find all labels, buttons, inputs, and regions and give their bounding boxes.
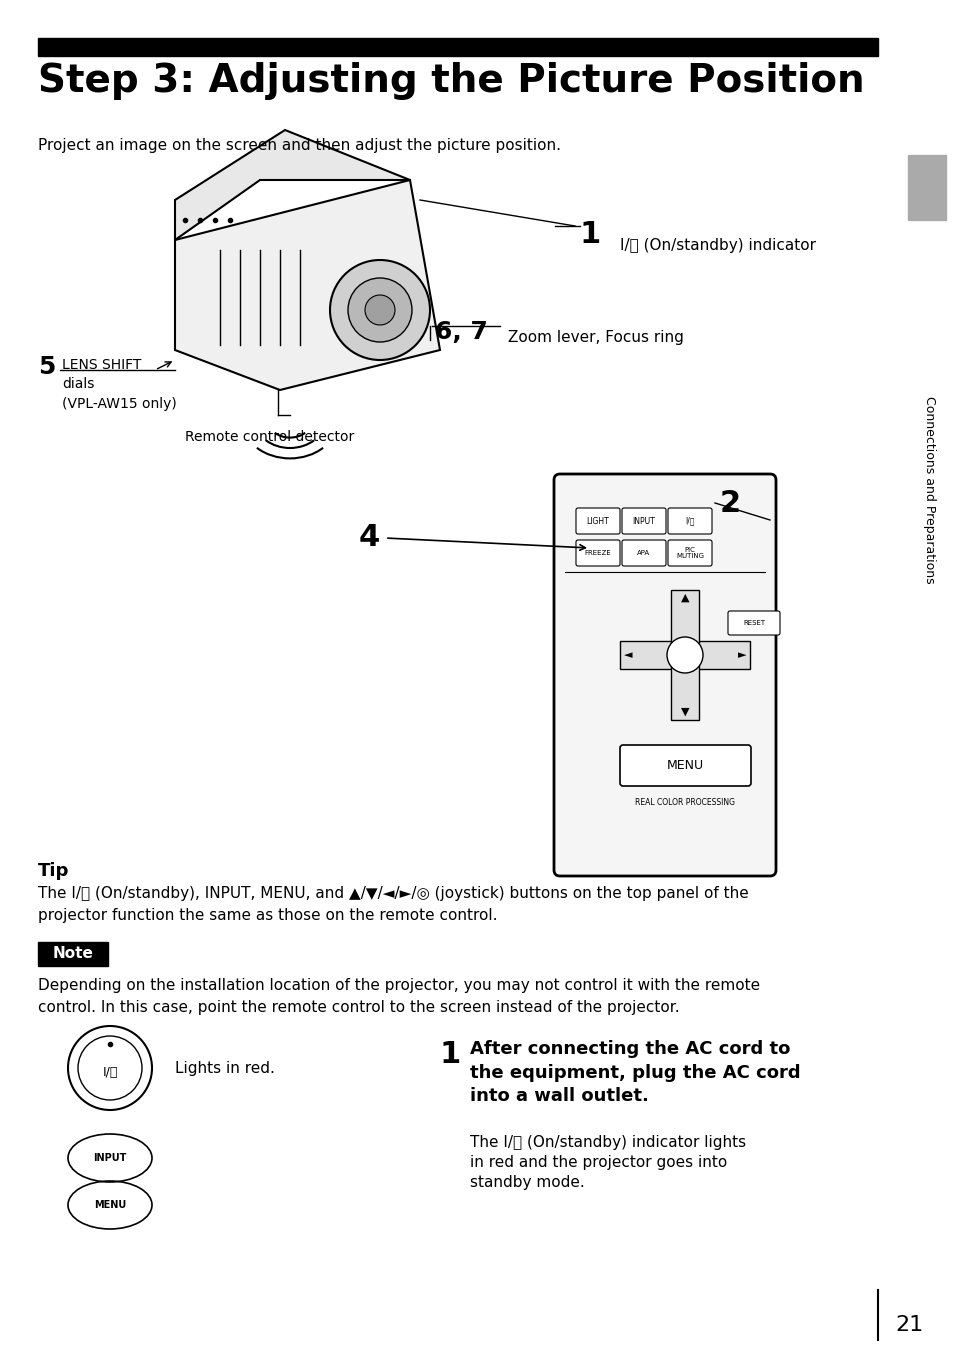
Bar (670, 589, 699, 721)
Circle shape (365, 295, 395, 324)
Circle shape (330, 260, 430, 360)
Text: The I/⏻ (On/standby), INPUT, MENU, and ▲/▼/◄/►/◎ (joystick) buttons on the top p: The I/⏻ (On/standby), INPUT, MENU, and ▲… (38, 886, 748, 900)
Text: Remote control detector: Remote control detector (185, 430, 354, 443)
Text: After connecting the AC cord to
the equipment, plug the AC cord
into a wall outl: After connecting the AC cord to the equi… (470, 1040, 800, 1105)
Text: Tip: Tip (38, 863, 70, 880)
Text: REAL COLOR PROCESSING: REAL COLOR PROCESSING (635, 798, 734, 807)
Text: Note: Note (52, 946, 93, 961)
FancyBboxPatch shape (576, 508, 619, 534)
Text: Depending on the installation location of the projector, you may not control it : Depending on the installation location o… (38, 977, 760, 992)
Text: Zoom lever, Focus ring: Zoom lever, Focus ring (507, 330, 683, 345)
Text: PIC
MUTING: PIC MUTING (676, 548, 703, 558)
FancyBboxPatch shape (621, 539, 665, 566)
Text: 1: 1 (579, 220, 600, 249)
Circle shape (666, 637, 702, 673)
Text: Project an image on the screen and then adjust the picture position.: Project an image on the screen and then … (38, 138, 560, 153)
Bar (907, 155, 945, 220)
FancyBboxPatch shape (576, 539, 619, 566)
Text: LIGHT: LIGHT (586, 516, 609, 526)
Bar (619, 641, 749, 669)
Text: projector function the same as those on the remote control.: projector function the same as those on … (38, 909, 497, 923)
Polygon shape (174, 130, 410, 241)
Text: I/⏻: I/⏻ (102, 1065, 117, 1079)
Text: FREEZE: FREEZE (584, 550, 611, 556)
Text: 2: 2 (720, 488, 740, 518)
Text: 4: 4 (358, 523, 379, 553)
Text: ▼: ▼ (680, 707, 688, 717)
FancyBboxPatch shape (667, 539, 711, 566)
Text: The I/⏻ (On/standby) indicator lights
in red and the projector goes into
standby: The I/⏻ (On/standby) indicator lights in… (470, 1134, 745, 1190)
Text: ►: ► (737, 650, 745, 660)
Text: ◄: ◄ (623, 650, 632, 660)
Text: ▲: ▲ (680, 594, 688, 603)
Text: Connections and Preparations: Connections and Preparations (923, 396, 936, 584)
Text: 1: 1 (439, 1040, 460, 1069)
Bar (38, 942, 108, 965)
Text: MENU: MENU (666, 758, 703, 772)
Text: I/⏻: I/⏻ (684, 516, 694, 526)
FancyBboxPatch shape (621, 508, 665, 534)
Polygon shape (174, 180, 439, 389)
Text: LENS SHIFT
dials
(VPL-AW15 only): LENS SHIFT dials (VPL-AW15 only) (62, 358, 176, 411)
Text: APA: APA (637, 550, 650, 556)
Text: 5: 5 (38, 356, 55, 379)
Text: I/⏻ (On/standby) indicator: I/⏻ (On/standby) indicator (619, 238, 815, 253)
Text: INPUT: INPUT (93, 1153, 127, 1163)
FancyBboxPatch shape (667, 508, 711, 534)
Circle shape (348, 279, 412, 342)
Text: control. In this case, point the remote control to the screen instead of the pro: control. In this case, point the remote … (38, 1000, 679, 1015)
Text: 6, 7: 6, 7 (435, 320, 487, 343)
Bar (38, 38, 877, 55)
Text: 21: 21 (894, 1315, 923, 1334)
Text: RESET: RESET (742, 621, 764, 626)
Text: Lights in red.: Lights in red. (174, 1060, 274, 1075)
Text: Step 3: Adjusting the Picture Position: Step 3: Adjusting the Picture Position (38, 62, 863, 100)
FancyBboxPatch shape (727, 611, 780, 635)
FancyBboxPatch shape (619, 745, 750, 786)
Text: INPUT: INPUT (632, 516, 655, 526)
FancyBboxPatch shape (554, 475, 775, 876)
Text: MENU: MENU (93, 1201, 126, 1210)
